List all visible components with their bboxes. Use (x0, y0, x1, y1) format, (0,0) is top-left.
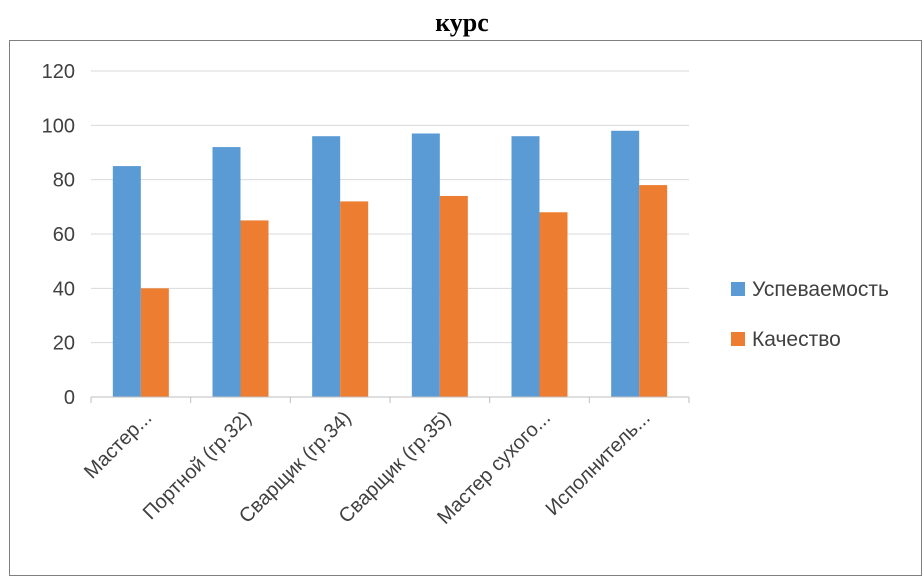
y-tick-label: 100 (42, 115, 75, 137)
x-tick-label: Исполнитель... (542, 407, 655, 520)
y-tick-label: 40 (53, 278, 75, 300)
legend-swatch (731, 282, 745, 296)
chart-frame: 0 20 40 60 80 100 120 Мастер... Портной (гр.32) С… (9, 40, 922, 576)
bar-kachestvo (240, 220, 269, 397)
bar-kachestvo (340, 201, 369, 397)
y-tick-label: 0 (64, 387, 75, 409)
legend-label: Качество (752, 328, 841, 351)
bar-uspevaemost (611, 130, 640, 397)
bar-kachestvo (539, 212, 568, 397)
bar-kachestvo (439, 195, 468, 397)
y-tick-label: 60 (53, 224, 75, 246)
y-tick-label: 20 (53, 333, 75, 355)
legend-label: Успеваемость (752, 278, 889, 301)
bar-uspevaemost (411, 133, 440, 397)
bar-uspevaemost (212, 147, 241, 397)
bar-uspevaemost (511, 136, 540, 397)
x-tick-label: Мастер... (80, 407, 156, 483)
y-tick-label: 120 (42, 61, 75, 83)
gridlines (91, 70, 689, 344)
chart-title: курс (435, 8, 489, 37)
legend-swatch (731, 332, 745, 346)
bars (112, 130, 668, 397)
legend: Успеваемость Качество (731, 278, 889, 351)
bar-kachestvo (140, 288, 169, 397)
bar-kachestvo (639, 185, 668, 397)
bar-uspevaemost (112, 166, 141, 397)
x-tick-label: Портной (гр.32) (139, 407, 256, 524)
y-tick-label: 80 (53, 170, 75, 192)
bar-uspevaemost (312, 136, 341, 397)
